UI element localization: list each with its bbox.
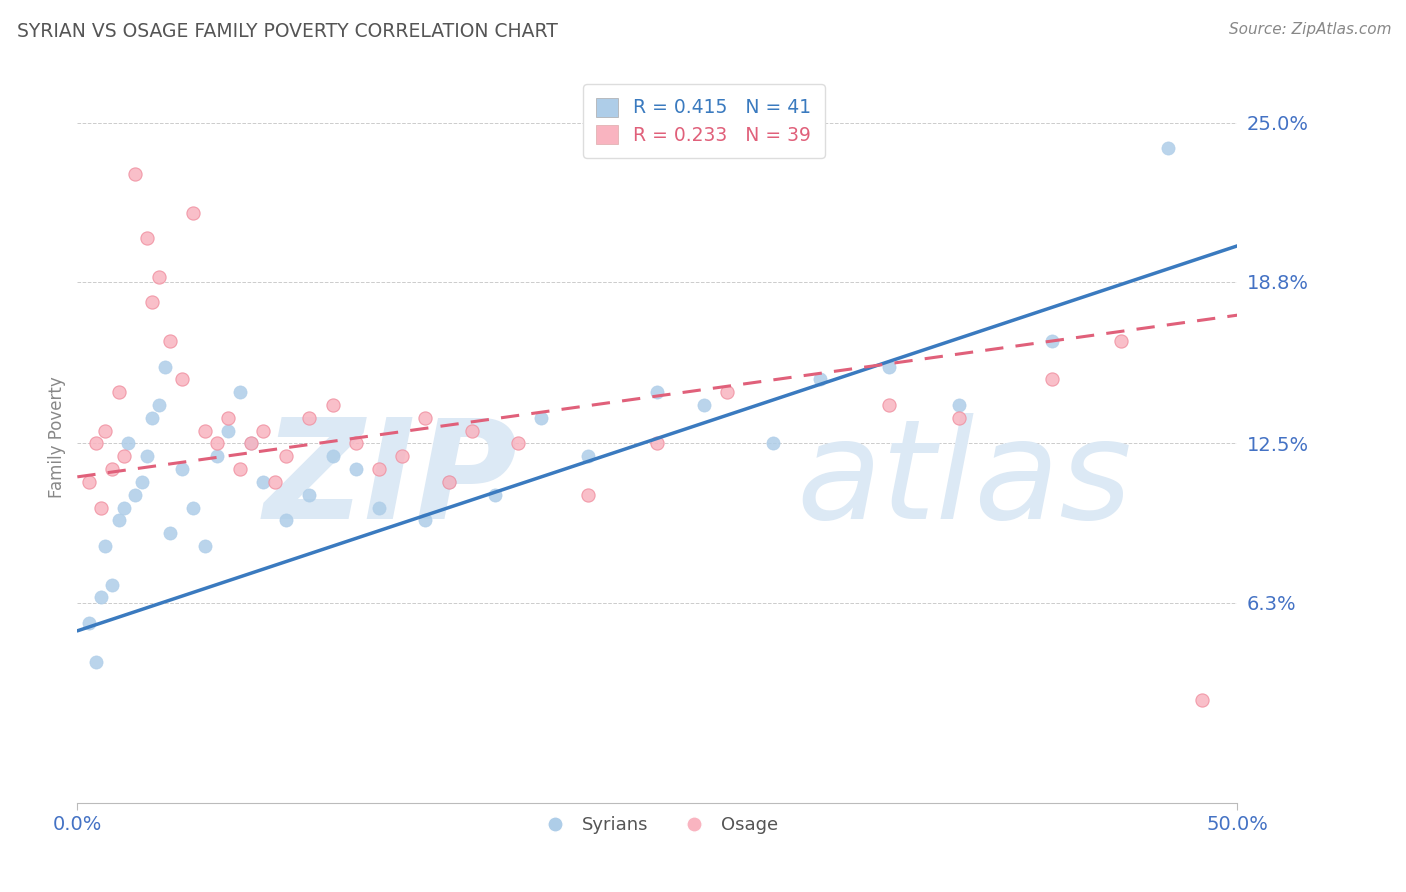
Point xyxy=(108,514,131,528)
Point xyxy=(808,372,831,386)
Point xyxy=(77,475,100,489)
Point xyxy=(716,385,738,400)
Point xyxy=(484,488,506,502)
Point xyxy=(112,500,135,515)
Point xyxy=(391,450,413,464)
Point xyxy=(77,616,100,631)
Point xyxy=(124,488,146,502)
Point xyxy=(228,462,252,476)
Point xyxy=(368,500,391,515)
Point xyxy=(298,488,321,502)
Point xyxy=(252,424,274,438)
Point xyxy=(321,398,344,412)
Point xyxy=(413,514,436,528)
Point xyxy=(576,450,599,464)
Point xyxy=(155,359,177,374)
Point xyxy=(1191,693,1213,707)
Point xyxy=(344,436,367,450)
Point xyxy=(437,475,460,489)
Point xyxy=(252,475,274,489)
Point xyxy=(148,269,170,284)
Point xyxy=(693,398,716,412)
Point xyxy=(228,385,252,400)
Point xyxy=(170,372,193,386)
Point xyxy=(205,450,228,464)
Point xyxy=(94,424,117,438)
Y-axis label: Family Poverty: Family Poverty xyxy=(48,376,66,498)
Point xyxy=(948,398,970,412)
Point xyxy=(263,475,285,489)
Point xyxy=(148,398,170,412)
Point xyxy=(112,450,135,464)
Point xyxy=(183,205,205,219)
Point xyxy=(576,488,599,502)
Point xyxy=(136,231,159,245)
Point xyxy=(117,436,139,450)
Point xyxy=(948,410,970,425)
Point xyxy=(131,475,153,489)
Point xyxy=(194,539,217,553)
Point xyxy=(90,500,111,515)
Point xyxy=(101,462,124,476)
Point xyxy=(1156,141,1178,155)
Point xyxy=(94,539,117,553)
Point xyxy=(141,295,163,310)
Point xyxy=(205,436,228,450)
Point xyxy=(368,462,391,476)
Point xyxy=(461,424,484,438)
Point xyxy=(762,436,785,450)
Point xyxy=(101,577,124,591)
Point xyxy=(506,436,529,450)
Text: SYRIAN VS OSAGE FAMILY POVERTY CORRELATION CHART: SYRIAN VS OSAGE FAMILY POVERTY CORRELATI… xyxy=(17,22,558,41)
Text: ZIP: ZIP xyxy=(264,414,517,549)
Point xyxy=(1111,334,1133,348)
Point xyxy=(877,359,901,374)
Point xyxy=(530,410,553,425)
Point xyxy=(298,410,321,425)
Point xyxy=(344,462,367,476)
Point xyxy=(90,591,111,605)
Point xyxy=(136,450,159,464)
Point xyxy=(108,385,131,400)
Point xyxy=(1040,334,1063,348)
Point xyxy=(170,462,193,476)
Point xyxy=(240,436,263,450)
Point xyxy=(240,436,263,450)
Point xyxy=(124,167,146,181)
Point xyxy=(647,436,669,450)
Text: Source: ZipAtlas.com: Source: ZipAtlas.com xyxy=(1229,22,1392,37)
Point xyxy=(84,655,107,669)
Point xyxy=(1040,372,1063,386)
Point xyxy=(183,500,205,515)
Legend: Syrians, Osage: Syrians, Osage xyxy=(530,809,785,841)
Point xyxy=(194,424,217,438)
Point xyxy=(159,526,181,541)
Point xyxy=(647,385,669,400)
Point xyxy=(217,410,239,425)
Point xyxy=(84,436,107,450)
Point xyxy=(437,475,460,489)
Point xyxy=(321,450,344,464)
Point xyxy=(276,514,298,528)
Text: atlas: atlas xyxy=(796,414,1132,549)
Point xyxy=(413,410,436,425)
Point xyxy=(877,398,901,412)
Point xyxy=(217,424,239,438)
Point xyxy=(276,450,298,464)
Point xyxy=(141,410,163,425)
Point xyxy=(159,334,181,348)
